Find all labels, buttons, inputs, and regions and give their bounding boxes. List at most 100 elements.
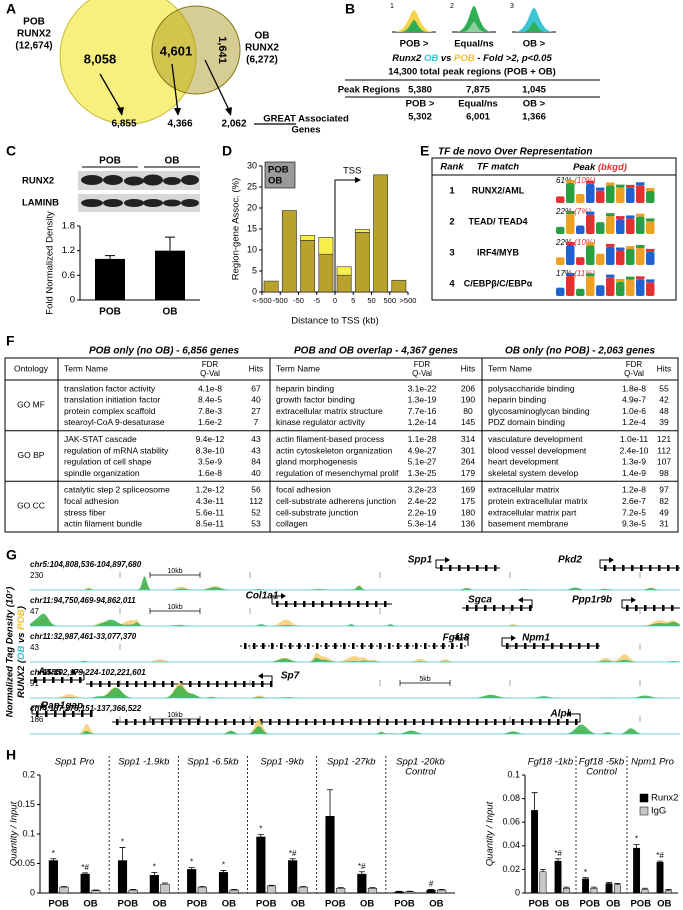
table-cell: 3.2e-23	[408, 485, 437, 495]
significance-marker: *	[584, 868, 587, 877]
motif-logo-letter	[626, 215, 635, 219]
motif-logo-letter	[606, 243, 615, 247]
motif-logo-letter	[606, 216, 615, 234]
motif-logo-letter	[626, 249, 635, 265]
exon	[61, 677, 64, 683]
table-cell: 1.2e-14	[408, 417, 437, 427]
motif-logo-letter	[586, 242, 595, 246]
label: 1,641	[216, 36, 228, 64]
exon	[404, 719, 407, 725]
exon	[458, 719, 461, 725]
bar	[437, 889, 447, 894]
significance-marker: *	[153, 862, 156, 871]
y-tick-label: 0.04	[502, 840, 520, 850]
bar	[218, 872, 229, 894]
x-tick-label: OB	[606, 899, 620, 910]
tss-arrowhead	[70, 669, 75, 675]
panel-label: E	[420, 143, 429, 159]
table-cell: 2.6e-7	[622, 496, 646, 506]
significance-marker: *	[222, 861, 225, 870]
y-tick-label: 0	[515, 887, 520, 897]
exon	[312, 601, 315, 607]
label: 10kb	[167, 604, 182, 611]
table-cell: 1.8e-8	[622, 383, 646, 393]
label: Npm1	[522, 633, 550, 644]
exon	[467, 565, 470, 571]
label: 4	[449, 279, 455, 290]
table-cell: skeletal system develop	[488, 468, 579, 478]
table-header: FDR	[202, 360, 219, 369]
exon	[395, 719, 398, 725]
label: 10kb	[167, 568, 182, 575]
significance-marker: *	[259, 825, 262, 834]
table-cell: GO BP	[18, 450, 45, 460]
bar	[48, 860, 58, 894]
table-cell: 31	[659, 519, 669, 529]
significance-marker: *#	[554, 849, 562, 858]
table-cell: regulation of mRNA stability	[64, 445, 169, 455]
table-cell: 7	[254, 417, 259, 427]
text-part: - Fold >2, p<0.05	[475, 53, 553, 64]
exon	[294, 601, 297, 607]
table-header: Q-Val	[624, 369, 644, 378]
label: Ppp1r9b	[572, 595, 612, 606]
exon	[43, 677, 46, 683]
x-tick-label: OB	[83, 899, 97, 910]
y-tick-label: 0.15	[17, 799, 35, 809]
table-cell: 2.4e-22	[408, 496, 437, 506]
bar	[531, 810, 539, 894]
tss-arrowhead	[511, 635, 516, 641]
table-cell: 7.7e-16	[408, 406, 437, 416]
label: RUNX2	[22, 176, 54, 187]
exon	[467, 719, 470, 725]
table-cell: 52	[251, 507, 261, 517]
exon	[242, 719, 245, 725]
exon	[206, 719, 209, 725]
exon	[557, 719, 560, 725]
table-title: POB only (no OB) - 6,856 genes	[89, 346, 239, 357]
motif-logo-letter	[566, 180, 575, 184]
y-axis-label: Fold Normalized Density	[45, 211, 56, 315]
error-bar	[657, 860, 664, 863]
bar	[155, 250, 185, 300]
y-tick-label: 0	[30, 887, 35, 897]
table-cell: 5.3e-14	[408, 519, 437, 529]
text-part: 61%	[556, 176, 572, 185]
table-cell: 84	[251, 457, 261, 467]
motif-logo-letter	[636, 182, 645, 186]
table-cell: 48	[659, 406, 669, 416]
y-tick-label: 0.1	[507, 769, 520, 779]
exon	[90, 711, 93, 717]
exon	[108, 681, 111, 687]
label: chr11:32,987,461-33,077,370	[30, 632, 137, 641]
exon	[162, 681, 165, 687]
table-cell: 7.8e-3	[198, 406, 222, 416]
error-bar	[199, 886, 206, 888]
group-label: Control	[586, 767, 618, 778]
label: Col1a1	[246, 591, 279, 602]
label: Peak Regions	[338, 85, 400, 96]
exon	[305, 719, 308, 725]
motif-logo-letter	[636, 185, 645, 203]
table-cell: 1.3e-25	[408, 468, 437, 478]
exon	[278, 719, 281, 725]
motif-logo-letter	[626, 279, 635, 296]
annotation: TSS	[343, 166, 361, 177]
text-part: (10%)	[572, 238, 596, 247]
motif-logo-letter	[616, 184, 625, 188]
error-bar	[82, 872, 89, 875]
exon	[271, 643, 274, 649]
legend-label: POB	[268, 165, 289, 176]
label: 5,302	[408, 112, 432, 123]
label: TEAD/ TEAD4	[468, 216, 527, 226]
motif-logo-letter	[586, 183, 595, 203]
error-bar	[119, 847, 126, 861]
table-cell: 8.4e-5	[198, 395, 222, 405]
x-tick-label: OB	[222, 899, 236, 910]
label: 7,875	[466, 85, 490, 96]
label: 8,058	[84, 51, 117, 66]
exon	[125, 719, 128, 725]
bar-segment	[391, 279, 407, 293]
motif-logo-letter	[636, 213, 645, 217]
exon	[207, 681, 210, 687]
